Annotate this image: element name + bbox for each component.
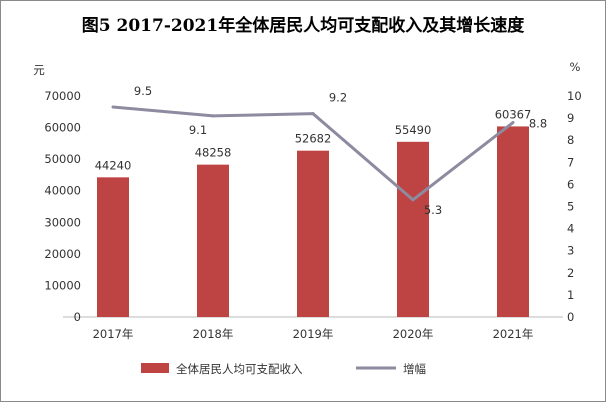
chart-title: 图5 2017-2021年全体居民人均可支配收入及其增长速度 [81, 16, 525, 36]
bar-data-label: 44240 [95, 158, 132, 172]
left-tick-label: 70000 [44, 89, 81, 103]
right-axis-unit: % [570, 60, 581, 74]
right-tick-label: 10 [567, 89, 582, 103]
x-tick-label: 2021年 [493, 327, 534, 341]
line-point [311, 112, 315, 116]
left-tick-label: 50000 [44, 152, 81, 166]
line-point [511, 121, 515, 125]
right-tick-label: 9 [567, 111, 574, 125]
x-tick-label: 2017年 [93, 327, 134, 341]
right-tick-label: 4 [567, 222, 574, 236]
line-data-label: 8.8 [529, 117, 547, 131]
line-data-label: 5.3 [424, 203, 442, 217]
left-axis-unit: 元 [33, 63, 45, 77]
right-tick-label: 1 [567, 288, 574, 302]
line-point [411, 198, 415, 202]
line-data-label: 9.2 [329, 91, 347, 105]
line-data-label: 9.1 [189, 123, 207, 137]
right-tick-label: 7 [567, 155, 574, 169]
left-tick-label: 20000 [44, 247, 81, 261]
left-tick-label: 30000 [44, 215, 81, 229]
left-tick-label: 40000 [44, 184, 81, 198]
x-tick-label: 2020年 [393, 327, 434, 341]
right-tick-label: 2 [567, 266, 574, 280]
bar [397, 141, 429, 317]
left-tick-label: 60000 [44, 121, 81, 135]
legend-bar-label: 全体居民人均可支配收入 [176, 362, 303, 376]
bar [297, 150, 329, 317]
left-tick-label: 0 [74, 310, 81, 324]
left-tick-label: 10000 [44, 278, 81, 292]
line-point [111, 105, 115, 109]
bar-data-label: 52682 [295, 132, 332, 146]
legend-line-label: 增幅 [403, 362, 426, 376]
bar [497, 126, 529, 318]
bar [197, 164, 229, 317]
x-tick-label: 2019年 [293, 327, 334, 341]
bar [97, 177, 129, 317]
bar-data-label: 60367 [495, 107, 532, 121]
right-tick-label: 0 [567, 310, 574, 324]
right-tick-label: 6 [567, 177, 574, 191]
bar-data-label: 48258 [195, 146, 232, 160]
x-tick-label: 2018年 [193, 327, 234, 341]
line-point [211, 114, 215, 118]
right-tick-label: 3 [567, 244, 574, 258]
bar-data-label: 55490 [395, 123, 432, 137]
right-tick-label: 8 [567, 133, 574, 147]
legend-bar-swatch [141, 363, 169, 373]
right-tick-label: 5 [567, 200, 574, 214]
line-data-label: 9.5 [134, 84, 152, 98]
